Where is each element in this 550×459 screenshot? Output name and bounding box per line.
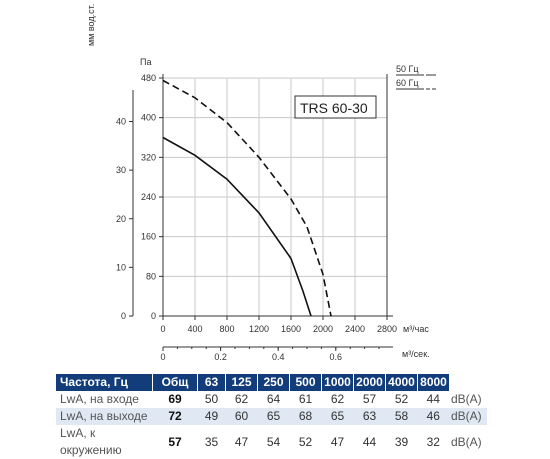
mm-tick-label: 20 xyxy=(116,214,126,224)
cell-125: 60 xyxy=(225,408,258,425)
header-frequency: Частота, Гц xyxy=(56,374,153,391)
y-tick-label: 80 xyxy=(146,271,156,281)
model-label: TRS 60-30 xyxy=(300,100,368,116)
y-axis-pa-label: Па xyxy=(140,57,151,67)
row-label: LwA, на входе xyxy=(60,392,139,406)
cell-8000: 32 xyxy=(426,434,440,449)
cell-total: 57 xyxy=(168,434,182,449)
row-label: LwA, на выходе xyxy=(56,408,153,425)
x2-tick-label: 0.4 xyxy=(272,352,285,362)
header-63: 63 xyxy=(197,374,226,391)
legend-label: 50 Гц xyxy=(396,64,419,74)
mm-tick-label: 40 xyxy=(116,117,126,127)
curves xyxy=(162,79,332,317)
cell-500: 61 xyxy=(298,392,313,406)
cell-8000: 44 xyxy=(426,392,440,406)
cell-63: 49 xyxy=(197,408,226,425)
cell-total: 72 xyxy=(152,408,198,425)
noise-table: Частота, Гц Общ 63 125 250 500 1000 2000… xyxy=(56,374,487,459)
cell-1000: 65 xyxy=(321,408,354,425)
x2-tick-label: 0.2 xyxy=(214,352,227,362)
cell-unit: dB(A) xyxy=(451,392,482,406)
header-250: 250 xyxy=(257,374,290,391)
x2-tick-label: 0 xyxy=(160,352,165,362)
model-label-box xyxy=(294,95,377,119)
header-1000: 1000 xyxy=(321,374,354,391)
x-tick-label: 0 xyxy=(160,324,165,334)
cell-1000: 62 xyxy=(330,392,345,406)
cell-total: 69 xyxy=(168,392,182,406)
y-tick-label: 240 xyxy=(141,192,156,202)
cell-2000: 63 xyxy=(353,408,386,425)
cell-500: 52 xyxy=(298,434,313,449)
y-tick-label: 400 xyxy=(141,113,156,123)
cell-1000: 47 xyxy=(330,434,345,449)
cell-63: 35 xyxy=(204,434,219,449)
table-row: LwA, на входе 69 50 62 64 61 62 57 52 44… xyxy=(56,391,487,408)
header-4000: 4000 xyxy=(385,374,418,391)
cell-250: 54 xyxy=(266,434,281,449)
cell-unit: dB(A) xyxy=(449,408,487,425)
curve-50hz xyxy=(162,136,312,317)
cell-500: 68 xyxy=(289,408,322,425)
row-label: LwA, к окружению xyxy=(60,426,122,457)
y-tick-label: 320 xyxy=(141,152,156,162)
x2-tick-label: 0.6 xyxy=(330,352,343,362)
legend-label: 60 Гц xyxy=(396,78,419,88)
y-tick-label: 480 xyxy=(141,73,156,83)
cell-2000: 57 xyxy=(362,392,377,406)
header-unit-spacer xyxy=(449,374,487,391)
cell-4000: 52 xyxy=(394,392,409,406)
cell-63: 50 xyxy=(204,392,219,406)
header-2000: 2000 xyxy=(353,374,386,391)
cell-4000: 58 xyxy=(385,408,418,425)
axes xyxy=(129,74,393,351)
cell-8000: 46 xyxy=(417,408,449,425)
y-tick-label: 0 xyxy=(151,311,156,321)
y-axis-mm-label: мм вод.ст. xyxy=(86,4,96,46)
header-total: Общ xyxy=(152,374,198,391)
x-tick-label: 400 xyxy=(187,324,202,334)
cell-125: 47 xyxy=(234,434,249,449)
cell-250: 64 xyxy=(266,392,281,406)
x-tick-label: 800 xyxy=(219,324,234,334)
header-125: 125 xyxy=(225,374,258,391)
mm-tick-label: 0 xyxy=(121,311,126,321)
cell-unit: dB(A) xyxy=(451,434,482,449)
cell-2000: 44 xyxy=(362,434,377,449)
x-tick-label: 2000 xyxy=(313,324,333,334)
legend: 50 Гц 60 Гц xyxy=(396,64,436,90)
cell-4000: 39 xyxy=(394,434,409,449)
table-row: LwA, на выходе 72 49 60 65 68 65 63 58 4… xyxy=(56,408,487,425)
cell-125: 62 xyxy=(234,392,249,406)
header-8000: 8000 xyxy=(417,374,449,391)
cell-250: 65 xyxy=(257,408,290,425)
x-tick-label: 1200 xyxy=(249,324,269,334)
header-500: 500 xyxy=(289,374,322,391)
x-tick-label: 2400 xyxy=(345,324,365,334)
y-tick-label: 160 xyxy=(141,232,156,242)
mm-tick-label: 30 xyxy=(116,165,126,175)
x-axis-m3h-label: м³/час xyxy=(403,324,429,334)
mm-tick-label: 10 xyxy=(116,262,126,272)
table-row: LwA, к окружению 57 35 47 54 52 47 44 39… xyxy=(56,425,487,459)
x-axis-m3s-label: м³/сек. xyxy=(402,349,430,359)
x-tick-label: 1600 xyxy=(281,324,301,334)
noise-table-header: Частота, Гц Общ 63 125 250 500 1000 2000… xyxy=(56,374,487,391)
x-tick-label: 2800 xyxy=(377,324,397,334)
